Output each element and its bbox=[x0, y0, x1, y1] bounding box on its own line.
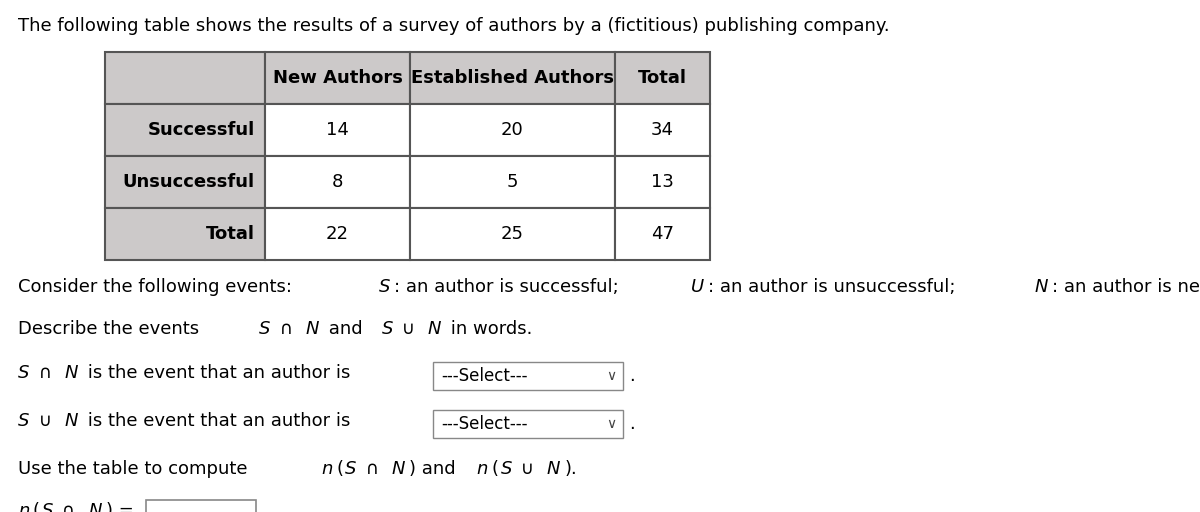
Text: Consider the following events:: Consider the following events: bbox=[18, 278, 298, 296]
Bar bbox=[265, 208, 410, 260]
Text: S: S bbox=[500, 460, 511, 478]
Text: Total: Total bbox=[638, 69, 686, 87]
Text: S: S bbox=[259, 320, 270, 338]
Bar bbox=[410, 52, 616, 104]
Text: ∨: ∨ bbox=[606, 417, 617, 431]
Text: ∨: ∨ bbox=[606, 369, 617, 383]
Bar bbox=[106, 104, 265, 156]
Text: ).: ). bbox=[564, 460, 577, 478]
Text: is the event that an author is: is the event that an author is bbox=[82, 364, 350, 382]
Text: : an author is successful;: : an author is successful; bbox=[394, 278, 624, 296]
Text: 14: 14 bbox=[326, 121, 349, 139]
Text: is the event that an author is: is the event that an author is bbox=[82, 412, 350, 430]
Text: (: ( bbox=[336, 460, 343, 478]
Text: N: N bbox=[1034, 278, 1049, 296]
Text: ∪: ∪ bbox=[32, 412, 58, 430]
Bar bbox=[616, 208, 710, 260]
Bar bbox=[410, 104, 616, 156]
Text: S: S bbox=[382, 320, 392, 338]
Bar bbox=[265, 52, 410, 104]
Text: n: n bbox=[322, 460, 332, 478]
Bar bbox=[433, 410, 623, 438]
Text: ) =: ) = bbox=[106, 502, 133, 512]
Text: N: N bbox=[306, 320, 319, 338]
Text: : an author is unsuccessful;: : an author is unsuccessful; bbox=[708, 278, 961, 296]
Bar bbox=[616, 156, 710, 208]
Text: N: N bbox=[88, 502, 102, 512]
Text: ) and: ) and bbox=[409, 460, 462, 478]
Text: N: N bbox=[547, 460, 560, 478]
Text: : an author is new; and: : an author is new; and bbox=[1052, 278, 1200, 296]
Text: N: N bbox=[65, 412, 78, 430]
Text: S: S bbox=[379, 278, 390, 296]
Text: S: S bbox=[18, 364, 29, 382]
Text: Established Authors: Established Authors bbox=[410, 69, 614, 87]
Text: (: ( bbox=[32, 502, 40, 512]
Text: ∩: ∩ bbox=[32, 364, 58, 382]
Bar bbox=[106, 52, 265, 104]
Text: N: N bbox=[391, 460, 406, 478]
Bar bbox=[616, 52, 710, 104]
Text: New Authors: New Authors bbox=[272, 69, 402, 87]
Bar bbox=[616, 104, 710, 156]
Text: ---Select---: ---Select--- bbox=[442, 367, 528, 385]
Text: Use the table to compute: Use the table to compute bbox=[18, 460, 253, 478]
Bar bbox=[410, 208, 616, 260]
Text: N: N bbox=[428, 320, 442, 338]
Text: Successful: Successful bbox=[148, 121, 256, 139]
Text: n: n bbox=[18, 502, 29, 512]
Text: Total: Total bbox=[206, 225, 256, 243]
Bar bbox=[265, 104, 410, 156]
Text: U: U bbox=[691, 278, 704, 296]
Text: 5: 5 bbox=[506, 173, 518, 191]
Text: Unsuccessful: Unsuccessful bbox=[122, 173, 256, 191]
Text: N: N bbox=[65, 364, 78, 382]
Text: ∩: ∩ bbox=[274, 320, 299, 338]
Text: 13: 13 bbox=[652, 173, 674, 191]
Text: .: . bbox=[629, 367, 635, 385]
Bar bbox=[410, 156, 616, 208]
Text: ∩: ∩ bbox=[360, 460, 384, 478]
Text: 22: 22 bbox=[326, 225, 349, 243]
Text: 20: 20 bbox=[502, 121, 524, 139]
Bar bbox=[146, 500, 257, 512]
Text: 8: 8 bbox=[332, 173, 343, 191]
Text: 47: 47 bbox=[650, 225, 674, 243]
Text: S: S bbox=[346, 460, 356, 478]
Bar bbox=[106, 156, 265, 208]
Text: and: and bbox=[323, 320, 368, 338]
Text: .: . bbox=[629, 415, 635, 433]
Text: The following table shows the results of a survey of authors by a (fictitious) p: The following table shows the results of… bbox=[18, 17, 889, 35]
Text: ∩: ∩ bbox=[56, 502, 82, 512]
Text: in words.: in words. bbox=[445, 320, 533, 338]
Bar bbox=[265, 156, 410, 208]
Text: 34: 34 bbox=[650, 121, 674, 139]
Text: S: S bbox=[42, 502, 53, 512]
Bar bbox=[433, 362, 623, 390]
Text: n: n bbox=[476, 460, 488, 478]
Text: Describe the events: Describe the events bbox=[18, 320, 205, 338]
Bar bbox=[106, 208, 265, 260]
Text: 25: 25 bbox=[502, 225, 524, 243]
Text: S: S bbox=[18, 412, 29, 430]
Text: ∪: ∪ bbox=[396, 320, 421, 338]
Text: ---Select---: ---Select--- bbox=[442, 415, 528, 433]
Text: ∪: ∪ bbox=[515, 460, 540, 478]
Text: (: ( bbox=[491, 460, 498, 478]
